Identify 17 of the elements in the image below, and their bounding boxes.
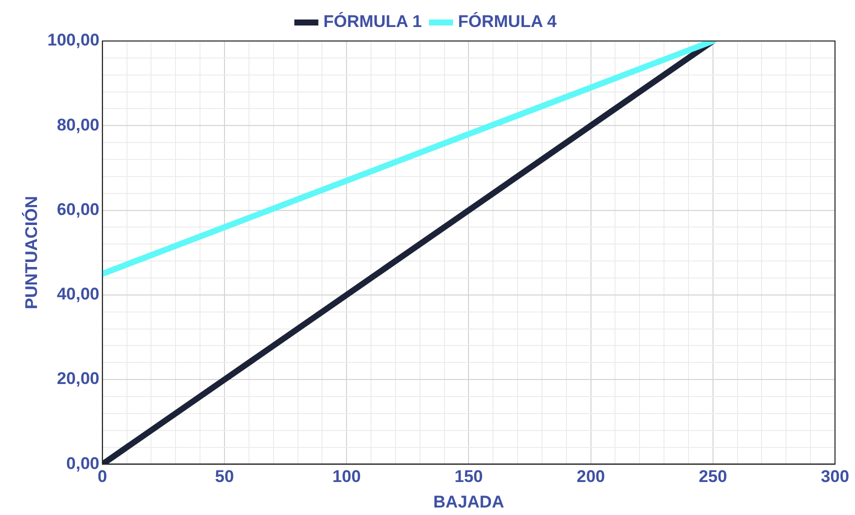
x-tick-label: 0 [98,467,108,486]
legend-label: FÓRMULA 1 [323,11,422,32]
y-tick-label: 60,00 [56,200,100,219]
x-tick-label: 250 [698,467,728,486]
x-tick-label: 150 [454,467,483,486]
x-tick-label: 200 [576,467,605,486]
x-tick-label: 100 [332,467,361,486]
y-tick-label: 20,00 [56,369,100,388]
y-tick-label: 0,00 [66,454,100,473]
y-tick-label: 40,00 [56,284,100,304]
x-tick-label: 300 [820,467,850,486]
x-axis-title: BAJADA [433,492,504,512]
y-tick-label: 80,00 [56,115,100,134]
y-tick-label: 100,00 [47,30,100,50]
legend-label: FÓRMULA 4 [458,11,558,32]
x-tick-label: 50 [215,467,234,486]
y-axis-title: PUNTUACIÓN [20,196,41,310]
